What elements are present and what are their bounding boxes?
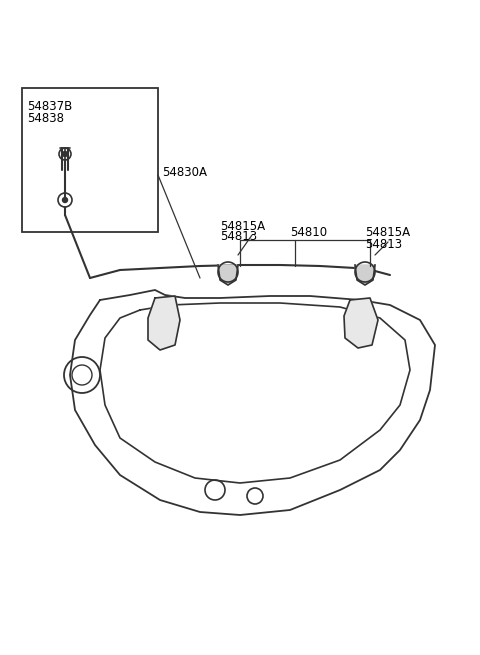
- Text: 54815A: 54815A: [365, 225, 410, 238]
- Polygon shape: [355, 265, 375, 285]
- Polygon shape: [218, 265, 238, 285]
- Text: 54815A: 54815A: [220, 219, 265, 233]
- Circle shape: [62, 198, 68, 202]
- Text: 54813: 54813: [220, 231, 257, 244]
- Polygon shape: [344, 298, 378, 348]
- Text: 54837B: 54837B: [27, 100, 72, 113]
- Text: 54830A: 54830A: [162, 166, 207, 179]
- Text: 54810: 54810: [290, 225, 327, 238]
- Text: 54838: 54838: [27, 112, 64, 125]
- Circle shape: [62, 151, 68, 157]
- Polygon shape: [148, 296, 180, 350]
- Bar: [22, 88, 158, 232]
- Text: 54813: 54813: [365, 238, 402, 250]
